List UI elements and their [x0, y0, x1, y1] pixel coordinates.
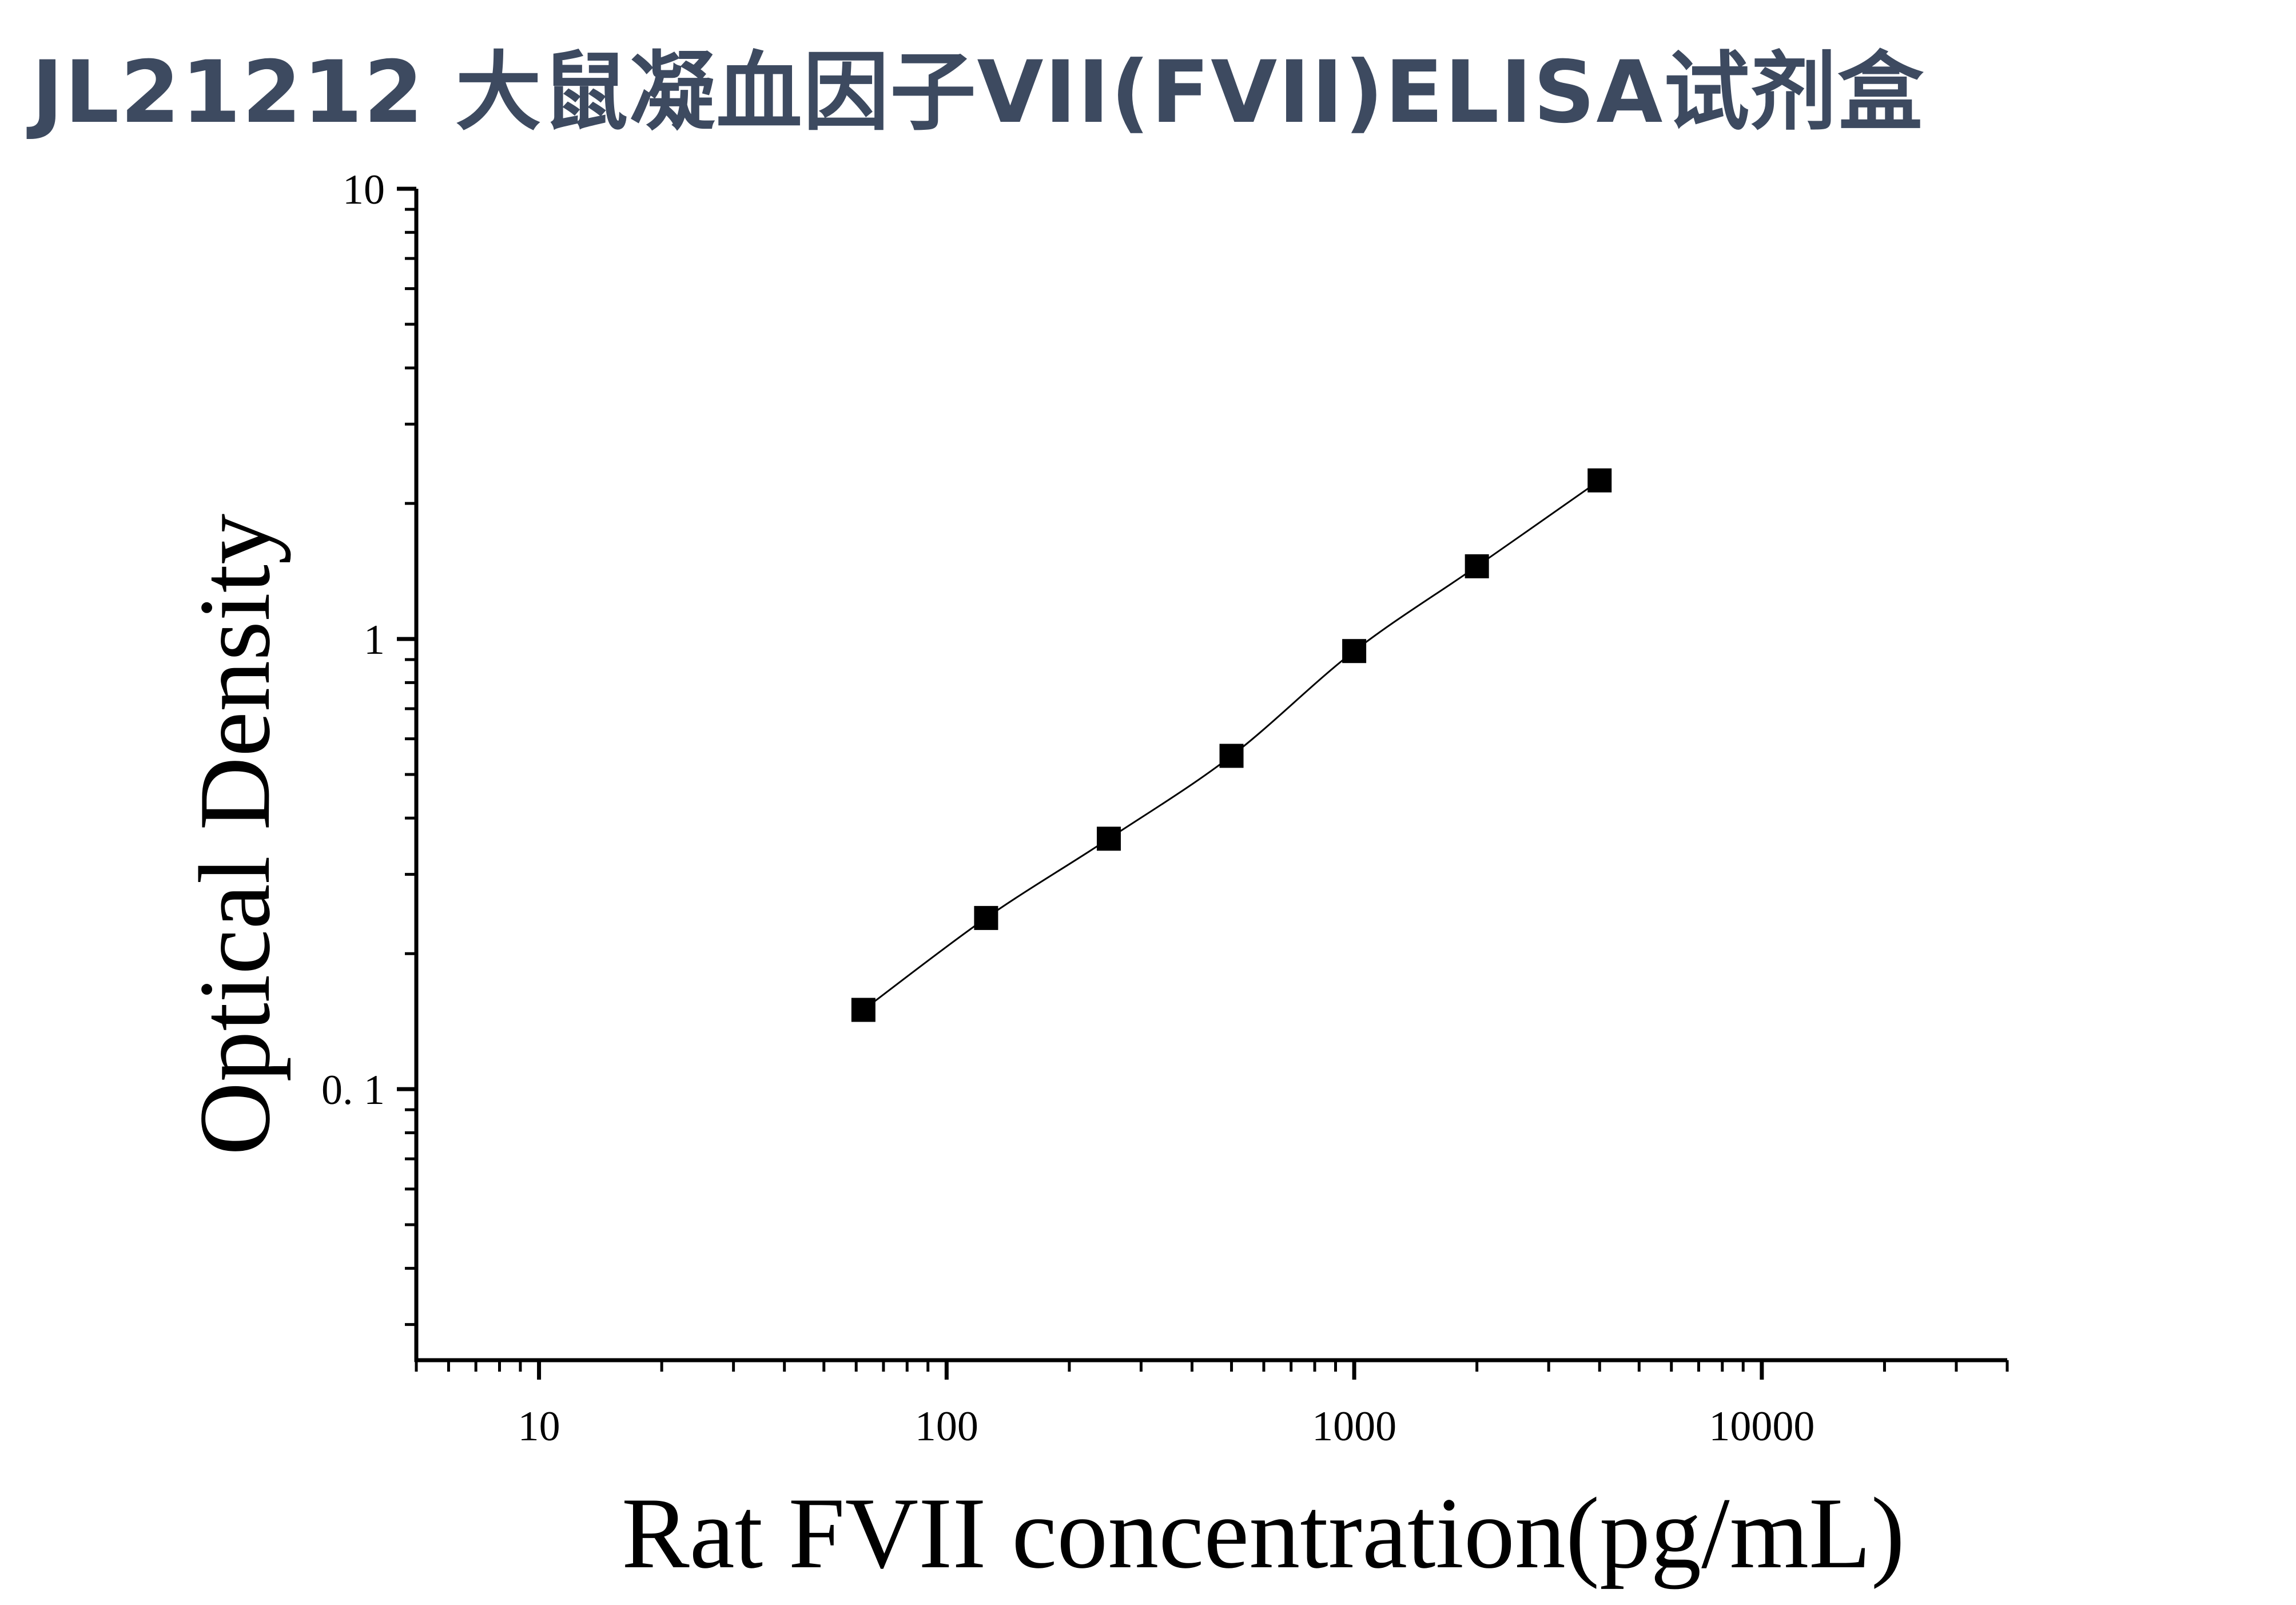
data-point-square [1465, 554, 1489, 579]
y-tick-label: 10 [343, 166, 385, 213]
y-tick-label: 1 [364, 617, 385, 664]
x-tick-label: 1000 [1312, 1403, 1396, 1450]
y-tick-label: 0. 1 [321, 1067, 385, 1114]
axes: 10 100 1000 10000 0. 1 1 10 [321, 166, 2009, 1450]
axis-labels: Rat FVII concentration(pg/mL) Optical De… [178, 514, 1905, 1590]
data-point-square [1096, 827, 1121, 851]
x-axis-title: Rat FVII concentration(pg/mL) [622, 1476, 1905, 1590]
data-point-square [851, 998, 876, 1022]
page-title: JL21212 大鼠凝血因子VII(FVII)ELISA试剂盒 [31, 43, 1925, 142]
data-points [851, 468, 1612, 1022]
data-point-square [974, 905, 998, 930]
x-tick-label: 100 [915, 1403, 978, 1450]
data-point-square [1342, 639, 1367, 664]
data-point-square [1587, 468, 1612, 492]
data-point-square [1219, 744, 1244, 768]
x-tick-label: 10 [518, 1403, 560, 1450]
y-axis-title: Optical Density [178, 514, 291, 1155]
x-tick-label: 10000 [1709, 1403, 1814, 1450]
